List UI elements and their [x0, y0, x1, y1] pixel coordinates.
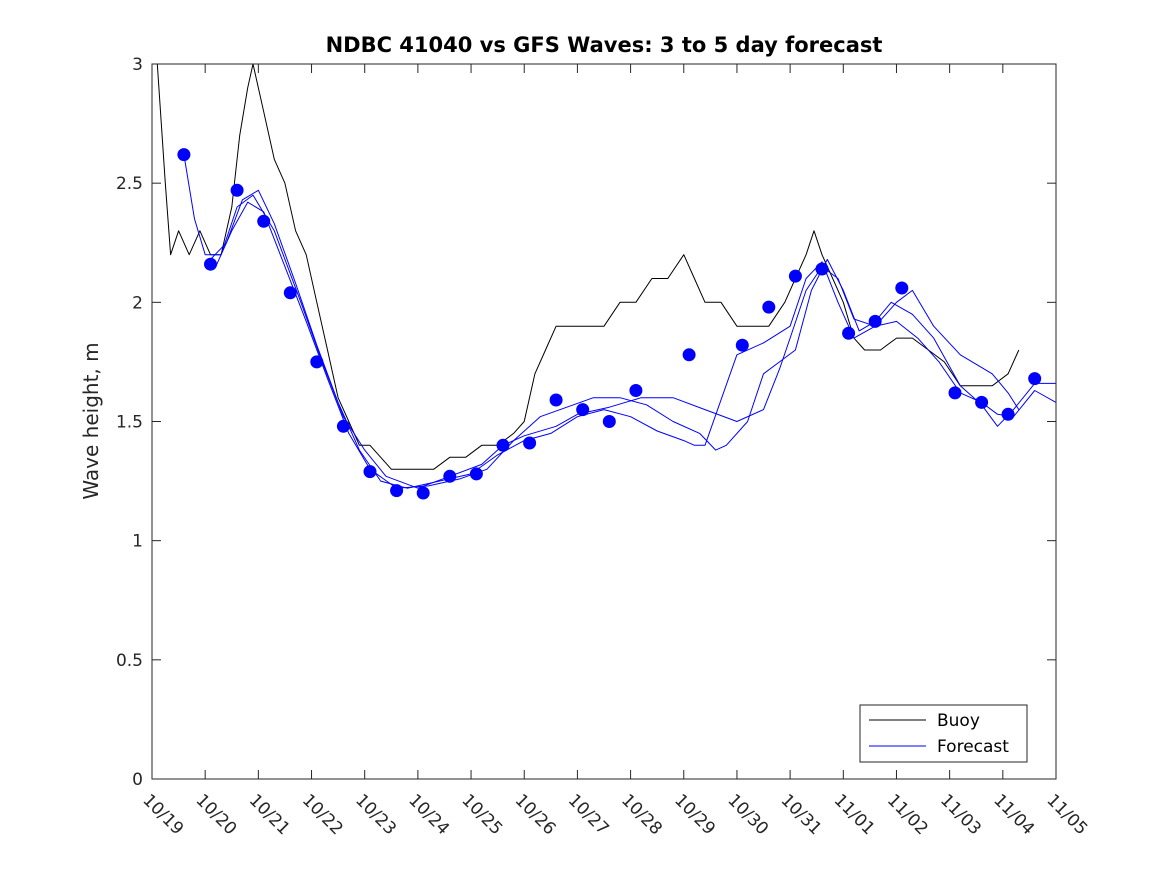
- forecast-marker-24: [868, 314, 882, 328]
- forecast-marker-15: [576, 403, 590, 417]
- forecast-marker-4: [283, 286, 297, 300]
- y-tick-label-6: 3: [132, 55, 143, 75]
- forecast-marker-14: [549, 393, 563, 407]
- forecast-marker-16: [602, 415, 616, 428]
- y-axis: 0 0.5 1 1.5 2 2.5 3: [116, 55, 1056, 790]
- y-tick-label-4: 2: [132, 293, 143, 313]
- y-tick-label-2: 1: [132, 532, 143, 552]
- series-line-forecast-run-3: [210, 189, 1056, 489]
- chart-title: NDBC 41040 vs GFS Waves: 3 to 5 day fore…: [326, 33, 883, 57]
- forecast-marker-28: [1001, 407, 1015, 421]
- forecast-marker-23: [842, 326, 856, 340]
- forecast-marker-18: [682, 348, 696, 362]
- legend: Buoy Forecast: [859, 704, 1028, 763]
- marker-layer: [177, 148, 1042, 500]
- forecast-marker-12: [496, 438, 510, 452]
- y-tick-label-0: 0: [132, 770, 143, 790]
- forecast-marker-27: [975, 395, 989, 409]
- series-line-forecast-run-1: [183, 154, 1020, 489]
- forecast-marker-2: [230, 183, 244, 197]
- forecast-marker-3: [257, 214, 271, 228]
- forecast-marker-21: [788, 269, 802, 283]
- legend-label-forecast: Forecast: [937, 737, 1009, 757]
- forecast-marker-26: [948, 386, 962, 400]
- forecast-marker-6: [336, 419, 350, 433]
- legend-box: [859, 704, 1028, 763]
- forecast-marker-13: [523, 436, 537, 450]
- y-tick-label-3: 1.5: [116, 413, 143, 433]
- series-line-buoy: [156, 64, 1020, 470]
- forecast-marker-22: [815, 262, 829, 276]
- y-tick-label-5: 2.5: [116, 174, 143, 194]
- forecast-marker-19: [735, 338, 749, 352]
- forecast-marker-11: [469, 467, 483, 481]
- forecast-marker-0: [177, 148, 191, 162]
- series-layer: [156, 64, 1056, 489]
- forecast-marker-8: [390, 484, 404, 498]
- forecast-marker-17: [629, 384, 643, 397]
- forecast-marker-9: [416, 486, 430, 500]
- y-tick-label-1: 0.5: [116, 651, 143, 671]
- forecast-marker-7: [363, 465, 377, 479]
- y-axis-label: Wave height, m: [79, 342, 103, 499]
- forecast-marker-20: [762, 300, 776, 314]
- forecast-marker-1: [204, 257, 217, 271]
- series-line-forecast-run-2: [205, 201, 1056, 489]
- forecast-marker-5: [310, 355, 324, 369]
- forecast-marker-25: [895, 281, 909, 295]
- forecast-marker-10: [443, 469, 457, 483]
- forecast-marker-29: [1028, 372, 1042, 386]
- legend-label-buoy: Buoy: [937, 711, 980, 731]
